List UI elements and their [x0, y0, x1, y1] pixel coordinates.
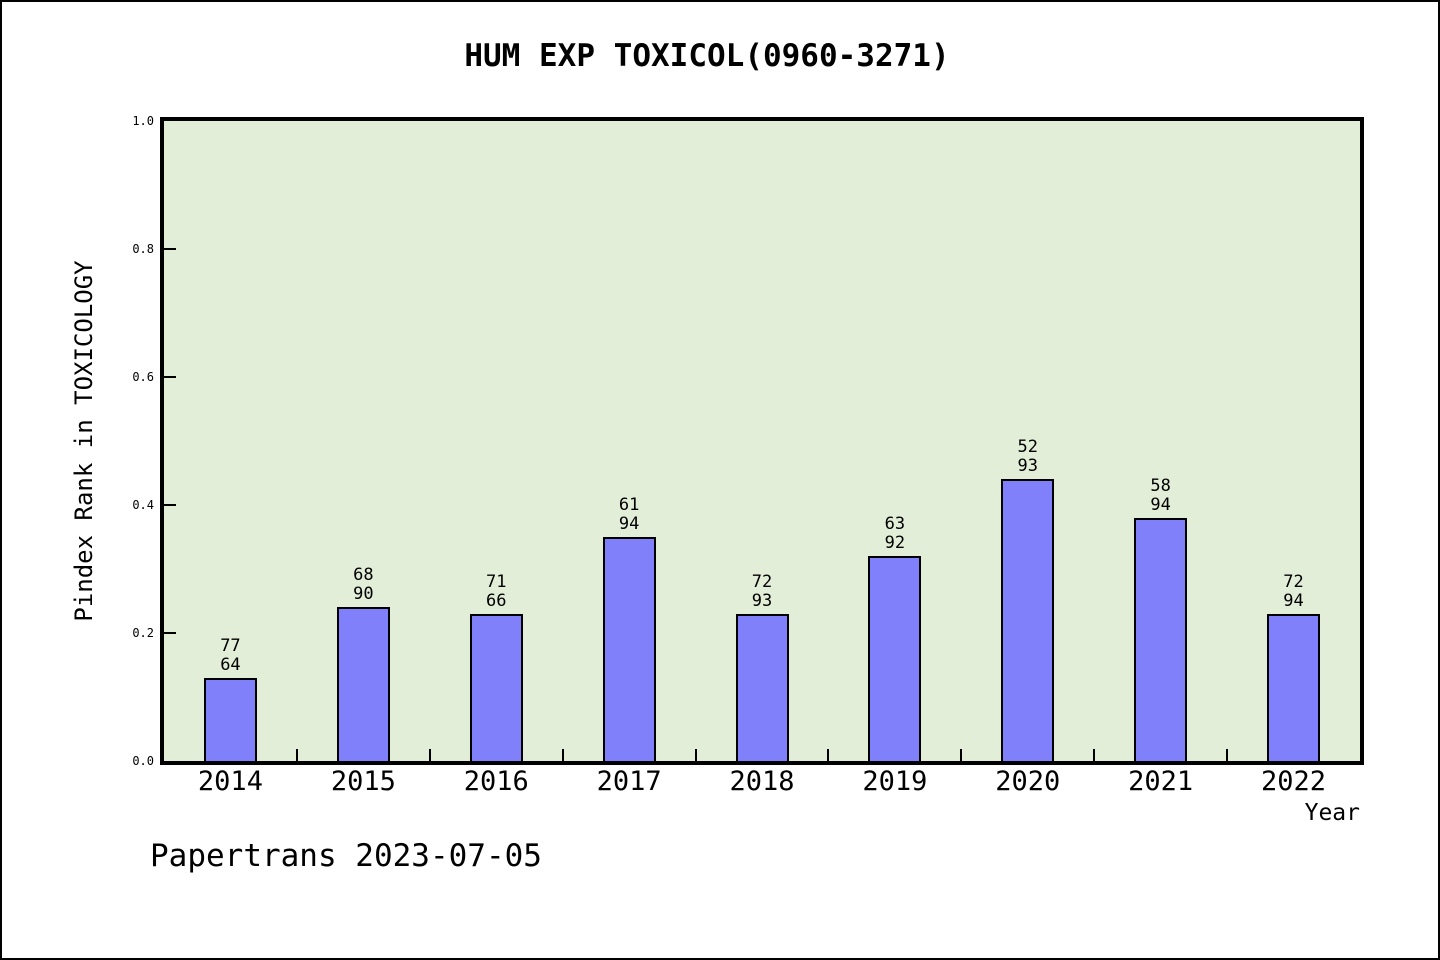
bar-label-2017: 61 94 — [569, 496, 689, 534]
bar-2022 — [1267, 614, 1321, 761]
y-tick-label: 0.2 — [132, 626, 154, 640]
x-axis-label: Year — [1304, 800, 1360, 826]
bar-label-top: 77 — [220, 636, 241, 656]
chart-title: HUM EXP TOXICOL(0960-3271) — [464, 38, 950, 74]
x-axis-tick — [1093, 749, 1096, 761]
x-axis-tick — [295, 749, 298, 761]
y-tick-label: 0.6 — [132, 370, 154, 384]
y-axis-label: Pindex Rank in TOXICOLOGY — [70, 260, 98, 622]
bar-label-top: 68 — [353, 565, 374, 585]
bar-2017 — [602, 537, 656, 761]
bar-label-top: 61 — [618, 495, 640, 515]
y-axis-tick — [164, 632, 176, 634]
y-axis-tick — [164, 376, 176, 378]
bar-label-top: 58 — [1150, 476, 1171, 496]
x-tick-label: 2022 — [1261, 766, 1327, 797]
bar-label-bottom: 66 — [485, 591, 507, 611]
bar-label-2014: 77 64 — [170, 637, 290, 675]
x-axis-tick — [1226, 749, 1229, 761]
bar-2015 — [336, 607, 390, 761]
bar-2014 — [203, 678, 257, 761]
bar-2018 — [735, 614, 789, 761]
bar-label-top: 52 — [1017, 437, 1038, 457]
x-tick-label: 2019 — [862, 766, 928, 797]
bar-label-top: 63 — [884, 514, 906, 534]
bar-label-bottom: 93 — [751, 591, 773, 611]
bar-label-2019: 63 92 — [835, 515, 955, 553]
bar-label-2018: 72 93 — [702, 573, 822, 611]
bar-label-bottom: 94 — [1283, 591, 1304, 611]
bar-label-bottom: 93 — [1017, 456, 1038, 476]
x-axis-tick — [694, 749, 697, 761]
x-tick-label: 2017 — [596, 766, 662, 797]
bar-label-top: 72 — [1283, 572, 1304, 592]
x-tick-label: 2015 — [330, 766, 396, 797]
bar-label-bottom: 90 — [353, 584, 374, 604]
bar-label-top: 72 — [751, 572, 773, 592]
y-tick-label: 0.4 — [132, 498, 154, 512]
x-tick-label: 2018 — [729, 766, 795, 797]
bar-2021 — [1134, 518, 1188, 761]
bar-label-2022: 72 94 — [1234, 573, 1354, 611]
y-tick-label: 0.0 — [132, 754, 154, 768]
y-tick-label: 1.0 — [132, 114, 154, 128]
bar-label-2020: 52 93 — [968, 438, 1088, 476]
x-tick-label: 2021 — [1128, 766, 1194, 797]
bar-2020 — [1001, 479, 1055, 761]
x-axis-tick — [827, 749, 830, 761]
y-tick-label: 0.8 — [132, 242, 154, 256]
bar-label-2015: 68 90 — [303, 566, 423, 604]
bar-label-bottom: 94 — [1150, 495, 1171, 515]
bar-label-bottom: 64 — [220, 655, 241, 675]
bar-label-bottom: 92 — [884, 533, 906, 553]
plot-area: 77 64 68 90 71 66 61 94 72 93 63 92 52 93 58 94 72 94 — [160, 117, 1364, 765]
x-axis-tick — [561, 749, 564, 761]
y-axis-tick — [164, 504, 176, 506]
bar-2019 — [868, 556, 922, 761]
footer-watermark: Papertrans 2023-07-05 — [150, 838, 542, 874]
bar-label-top: 71 — [485, 572, 507, 592]
x-axis-tick — [428, 749, 431, 761]
y-axis-tick — [164, 248, 176, 250]
bar-label-2021: 58 94 — [1101, 477, 1221, 515]
bar-label-2016: 71 66 — [436, 573, 556, 611]
bar-2016 — [469, 614, 523, 761]
x-tick-label: 2014 — [197, 766, 263, 797]
bar-label-bottom: 94 — [618, 514, 640, 534]
x-tick-label: 2020 — [995, 766, 1061, 797]
x-tick-label: 2016 — [463, 766, 529, 797]
x-axis-tick — [960, 749, 963, 761]
